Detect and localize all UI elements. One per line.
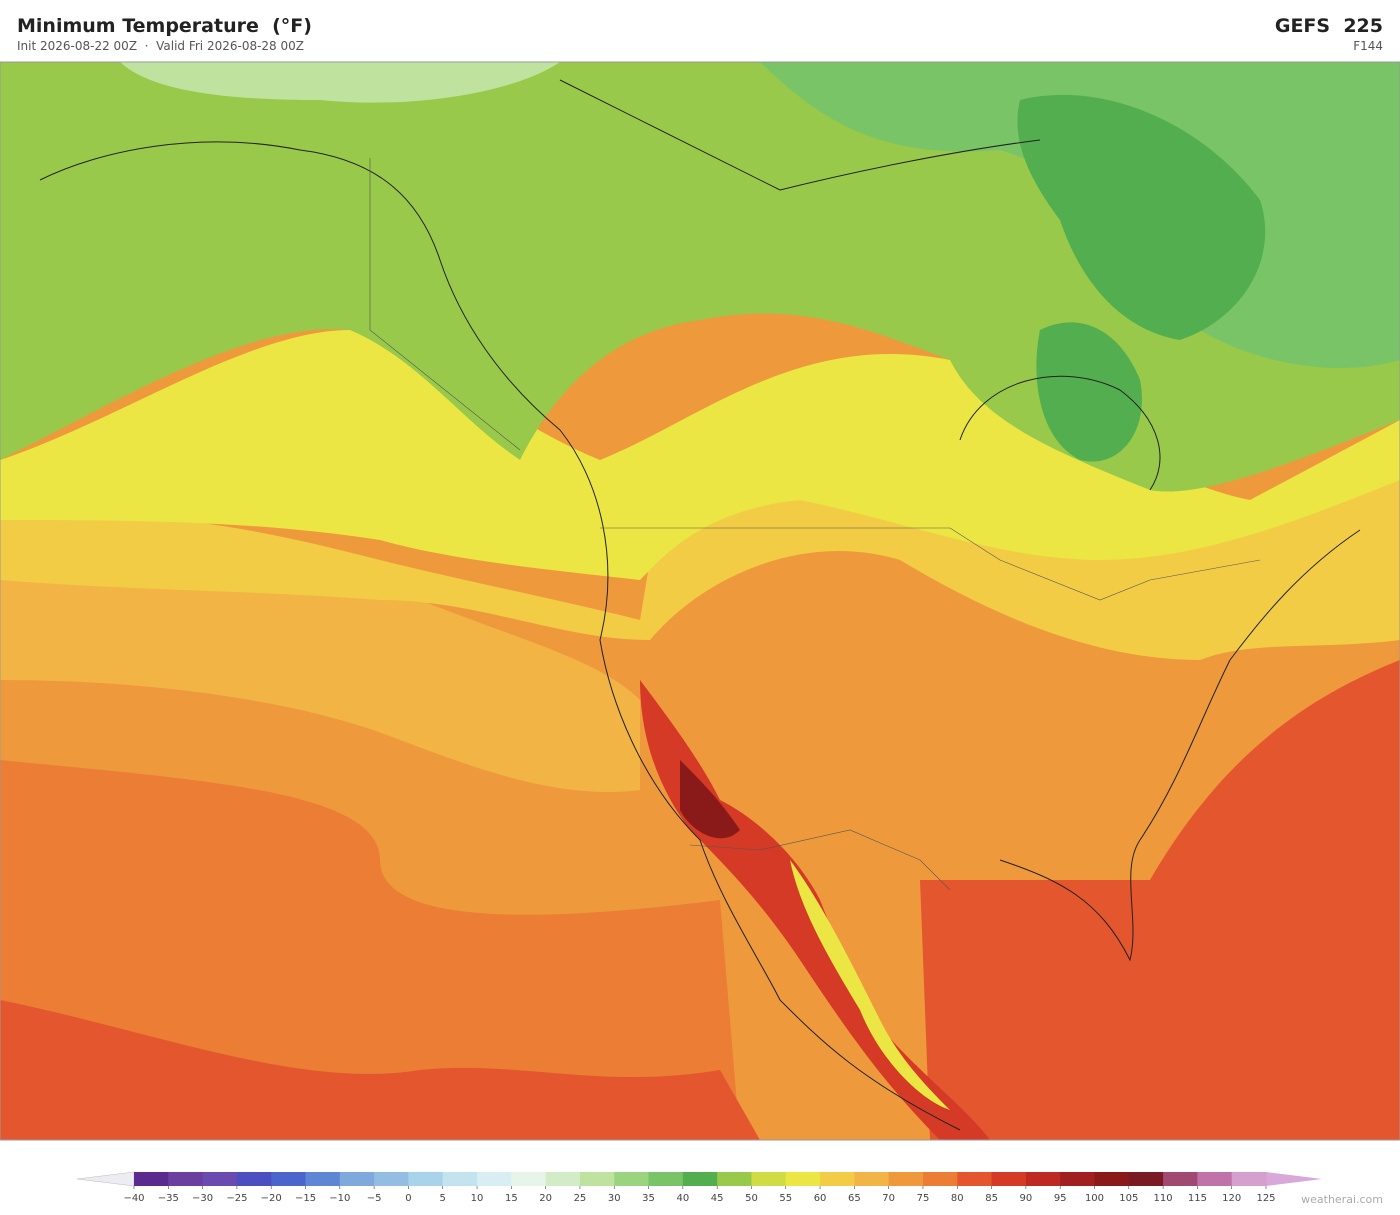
colorbar-segment [1060, 1172, 1095, 1186]
colorbar-tick-label: 60 [814, 1193, 827, 1204]
colorbar-segment [1128, 1172, 1164, 1186]
colorbar-segment [339, 1172, 375, 1186]
colorbar-tick-label: 100 [1085, 1193, 1104, 1204]
colorbar-segment [1231, 1172, 1267, 1186]
colorbar-tick-label: −20 [261, 1193, 282, 1204]
colorbar-tick-label: 120 [1222, 1193, 1241, 1204]
colorbar-segment [202, 1172, 238, 1186]
colorbar-tick-label: 80 [951, 1193, 964, 1204]
colorbar-segment [408, 1172, 444, 1186]
colorbar-tick-label: 55 [779, 1193, 792, 1204]
colorbar-tick-label: 20 [539, 1193, 552, 1204]
colorbar-tick-label: 50 [745, 1193, 758, 1204]
colorbar-tick-label: 105 [1119, 1193, 1138, 1204]
colorbar-segment [134, 1172, 169, 1186]
colorbar-tick-label: 40 [676, 1193, 689, 1204]
colorbar-segment [374, 1172, 409, 1186]
colorbar-tick-label: −30 [192, 1193, 213, 1204]
colorbar-tick-label: 0 [405, 1193, 411, 1204]
colorbar-segment [717, 1172, 752, 1186]
model-label: GEFS 225 [1274, 15, 1383, 37]
colorbar-segment [1025, 1172, 1061, 1186]
colorbar-segment [751, 1172, 787, 1186]
colorbar-tick-label: 10 [471, 1193, 484, 1204]
colorbar-segment [957, 1172, 993, 1186]
colorbar-segment [991, 1172, 1027, 1186]
credit: weatherai.com [1301, 1193, 1383, 1206]
colorbar-segment [236, 1172, 272, 1186]
colorbar-tick-label: 70 [882, 1193, 895, 1204]
colorbar-segment [442, 1172, 478, 1186]
colorbar-segment [1163, 1172, 1198, 1186]
colorbar-tick-label: 75 [917, 1193, 930, 1204]
colorbar-tick-label: 95 [1054, 1193, 1067, 1204]
colorbar-segment [854, 1172, 890, 1186]
map-frame [0, 61, 1400, 1141]
colorbar-tick-label: −5 [367, 1193, 382, 1204]
colorbar-segment [579, 1172, 615, 1186]
colorbar-segment [1197, 1172, 1233, 1186]
colorbar-segment [648, 1172, 684, 1186]
colorbar-tick-label: 5 [440, 1193, 446, 1204]
colorbar-segment [820, 1172, 855, 1186]
colorbar-tick-label: 115 [1188, 1193, 1207, 1204]
colorbar-segment [785, 1172, 821, 1186]
colorbar-segment [682, 1172, 718, 1186]
title: Minimum Temperature (°F) [17, 15, 312, 37]
colorbar-tick-label: 125 [1256, 1193, 1275, 1204]
colorbar-segment [545, 1172, 581, 1186]
colorbar-segment [305, 1172, 341, 1186]
colorbar-tick-label: −35 [158, 1193, 179, 1204]
colorbar-segment [888, 1172, 924, 1186]
colorbar-tick-label: 45 [711, 1193, 724, 1204]
colorbar-tick-label: 15 [505, 1193, 518, 1204]
colorbar-tick-label: 90 [1020, 1193, 1033, 1204]
colorbar-segment [511, 1172, 547, 1186]
colorbar-tick-label: 25 [574, 1193, 587, 1204]
colorbar-tick-label: 30 [608, 1193, 621, 1204]
colorbar-tick-label: 35 [642, 1193, 655, 1204]
borders [369, 158, 1261, 891]
colorbar-tick-label: 85 [985, 1193, 998, 1204]
forecast-hour: F144 [1353, 39, 1383, 53]
colorbar-segment [922, 1172, 958, 1186]
colorbar-over [1266, 1172, 1322, 1186]
colorbar-tick-label: −40 [123, 1193, 144, 1204]
colorbar-segment [477, 1172, 512, 1186]
colorbar-segment [614, 1172, 650, 1186]
colorbar-tick-label: −15 [295, 1193, 316, 1204]
colorbar-segment [168, 1172, 204, 1186]
colorbar-segment [271, 1172, 307, 1186]
colorbar-tick-label: 110 [1154, 1193, 1173, 1204]
colorbar-tick-label: −25 [226, 1193, 247, 1204]
temperature-field [0, 62, 1400, 1140]
subtitle: Init 2026-08-22 00Z · Valid Fri 2026-08-… [17, 39, 304, 53]
colorbar-tick-label: −10 [329, 1193, 350, 1204]
colorbar-under [76, 1171, 135, 1187]
colorbar-segment [1094, 1172, 1130, 1186]
coastline [39, 79, 1361, 1131]
colorbar-tick-label: 65 [848, 1193, 861, 1204]
colorbar: −40 −35 −30 −25 −20 −15 −10 −5 0 5 10 15 20 25 30 35 40 4… [76, 1171, 1322, 1204]
